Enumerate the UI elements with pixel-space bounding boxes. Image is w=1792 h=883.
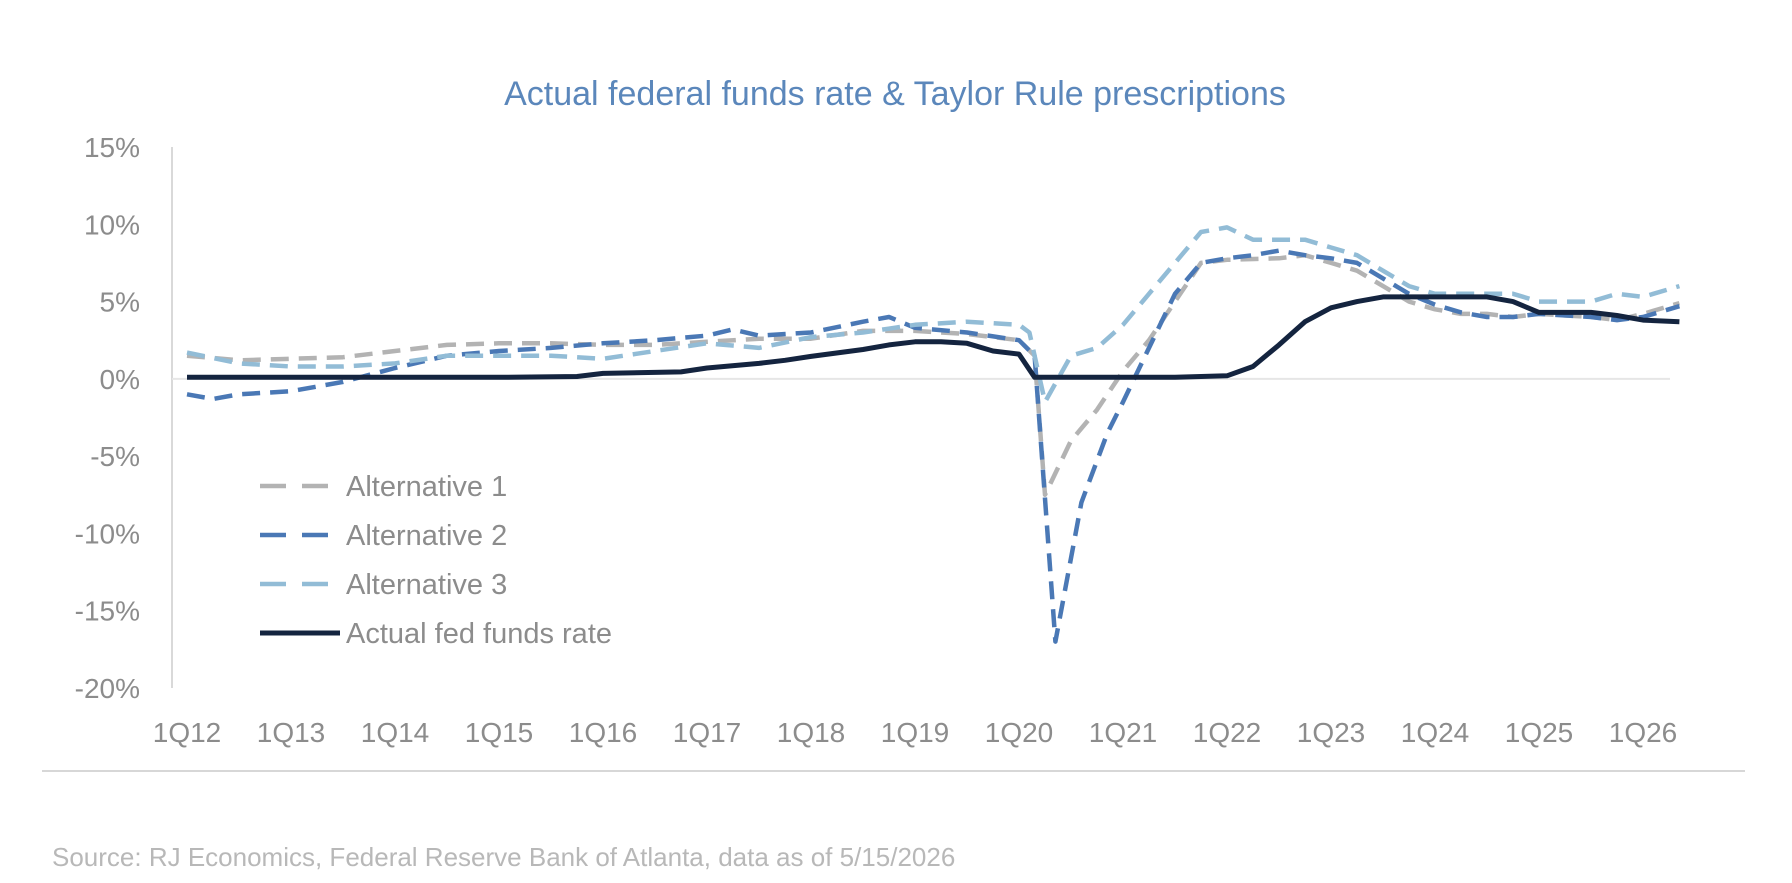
x-tick-label: 1Q24	[1401, 717, 1470, 748]
x-tick-label: 1Q19	[881, 717, 950, 748]
y-tick-label: 0%	[100, 364, 140, 395]
x-axis: 1Q12 1Q13 1Q14 1Q15 1Q16 1Q17 1Q18 1Q19 1Q20 1Q21…	[153, 717, 1678, 748]
series-line-2	[186, 248, 1681, 644]
series-line-4	[187, 294, 1680, 380]
legend-label-4: Actual fed funds rate	[346, 618, 612, 650]
x-tick-label: 1Q17	[673, 717, 742, 748]
x-tick-label: 1Q20	[985, 717, 1054, 748]
x-tick-label: 1Q23	[1297, 717, 1366, 748]
source-note: Source: RJ Economics, Federal Reserve Ba…	[52, 842, 955, 872]
x-tick-label: 1Q22	[1193, 717, 1262, 748]
y-tick-label: 10%	[84, 209, 140, 240]
x-tick-label: 1Q14	[361, 717, 430, 748]
y-tick-label: -5%	[90, 441, 140, 472]
legend-label-3: Alternative 3	[346, 569, 507, 601]
y-tick-label: 15%	[84, 132, 140, 163]
x-tick-label: 1Q25	[1505, 717, 1574, 748]
series-line-1	[186, 252, 1681, 498]
chart-title: Actual federal funds rate & Taylor Rule …	[504, 75, 1286, 113]
series-line-3	[186, 225, 1681, 405]
x-tick-label: 1Q16	[569, 717, 638, 748]
y-tick-label: -20%	[75, 673, 140, 704]
x-tick-label: 1Q26	[1609, 717, 1678, 748]
legend-label-1: Alternative 1	[346, 471, 507, 503]
y-axis: 15% 10% 5% 0% -5% -10% -15% -20%	[75, 132, 1670, 704]
x-tick-label: 1Q18	[777, 717, 846, 748]
x-tick-label: 1Q15	[465, 717, 534, 748]
y-tick-label: 5%	[100, 287, 140, 318]
x-tick-label: 1Q13	[257, 717, 326, 748]
legend: Alternative 1 Alternative 2 Alternative 3 A…	[260, 471, 612, 650]
legend-label-2: Alternative 2	[346, 520, 507, 552]
series-lines	[186, 225, 1681, 644]
y-tick-label: -15%	[75, 596, 140, 627]
x-tick-label: 1Q21	[1089, 717, 1158, 748]
x-tick-label: 1Q12	[153, 717, 222, 748]
y-tick-label: -10%	[75, 518, 140, 549]
